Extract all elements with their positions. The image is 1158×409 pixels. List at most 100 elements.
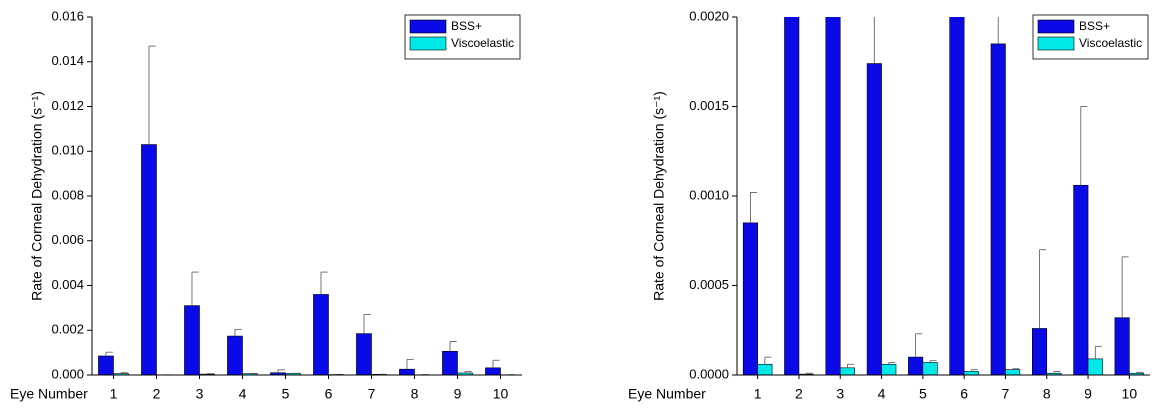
y-tick-label: 0.002 [51,322,84,337]
bar [1073,184,1089,375]
x-tick-label: 7 [1002,386,1010,402]
x-tick-label: 2 [153,386,161,402]
error-bar [1039,249,1047,329]
x-tick-label: 9 [454,386,462,402]
y-axis-title: Rate of Corneal Dehydration (s⁻¹) [651,91,667,301]
y-tick-label: 0.0000 [689,366,729,381]
y-tick-label: 0.006 [51,232,84,247]
y-tick-label: 0.014 [51,53,84,68]
x-tick-label: 5 [919,386,927,402]
bar [1005,369,1021,375]
error-bar [1080,106,1088,186]
error-bar [105,351,113,356]
bar [922,362,938,375]
bar [1087,358,1103,375]
y-axis-title: Rate of Corneal Dehydration (s⁻¹) [29,91,45,301]
error-bar [1136,371,1144,374]
legend-swatch [409,36,447,51]
x-axis-title: Eye Number [628,386,706,402]
legend-label: BSS+ [451,19,482,33]
bar [313,294,329,375]
error-bar [1121,256,1129,318]
error-bar [1012,368,1020,370]
x-tick-label: 6 [325,386,333,402]
x-tick-label: 4 [878,386,886,402]
error-bar [492,359,500,368]
bar [1114,317,1130,375]
x-tick-label: 5 [282,386,290,402]
error-bar [449,341,457,352]
error-bar [929,360,937,363]
x-tick-label: 10 [493,386,509,402]
bar [908,356,924,375]
legend-swatch [409,19,447,34]
x-tick-label: 1 [754,386,762,402]
y-tick-label: 0.0010 [689,187,729,202]
x-tick-label: 6 [960,386,968,402]
bar [442,350,458,375]
bar [949,17,965,375]
x-tick-label: 3 [836,386,844,402]
bar [825,17,841,375]
x-tick-label: 4 [239,386,247,402]
error-bar [320,271,328,295]
bar [742,222,758,375]
y-tick-label: 0.012 [51,98,84,113]
error-bar [888,362,896,365]
bar [757,363,773,375]
x-tick-label: 10 [1122,386,1138,402]
legend-label: Viscoelastic [451,36,514,50]
bar [839,367,856,375]
x-tick-label: 9 [1084,386,1092,402]
y-tick-label: 0.0015 [689,98,729,113]
y-tick-label: 0.016 [51,8,84,23]
y-tick-label: 0.0005 [689,277,729,292]
x-tick-label: 7 [368,386,376,402]
bar [963,371,979,375]
legend: BSS+ Viscoelastic [1032,14,1149,60]
x-tick-label: 8 [1043,386,1051,402]
error-bar [406,358,414,370]
error-bar [148,45,156,145]
x-tick-label: 1 [110,386,118,402]
chart-panel: 1 2 3 4 5 6 7 8 9 10 0.0000 0.0005 0.0010 0.0015 0.002… [628,8,1150,402]
error-bar [277,369,285,373]
legend-swatch [1037,19,1075,34]
error-bar [847,363,854,368]
bar [1031,328,1048,375]
bar [881,363,897,375]
error-bar [234,328,242,337]
bar [485,367,501,375]
bar [784,17,800,375]
error-bar [764,356,772,365]
y-tick-label: 0.004 [51,277,84,292]
chart-panel: 1 2 3 4 5 6 7 8 9 10 0.000 0.002 0.004 0.006 0.008 0.01… [10,8,522,402]
error-bar [191,271,199,306]
legend-label: BSS+ [1079,19,1110,33]
error-bar [120,372,128,374]
plot-area [742,17,1145,375]
error-bar [805,372,813,375]
y-tick-label: 0.0020 [689,8,729,23]
y-tick-label: 0.010 [51,143,84,158]
x-tick-label: 8 [411,386,419,402]
y-tick-label: 0.008 [51,187,84,202]
bar [356,333,372,375]
error-bar [1053,371,1061,374]
x-axis-title: Eye Number [10,386,88,402]
bar [990,43,1006,375]
bar [227,335,243,375]
legend-swatch [1037,36,1075,51]
error-bar [915,333,923,358]
x-tick-label: 3 [196,386,204,402]
bar [866,63,882,375]
bar [184,305,200,375]
error-bar [750,192,757,223]
bar [98,355,114,375]
error-bar [363,314,371,334]
error-bar [873,17,875,64]
x-tick-label: 2 [795,386,803,402]
bar [141,144,157,375]
error-bar [970,369,978,372]
